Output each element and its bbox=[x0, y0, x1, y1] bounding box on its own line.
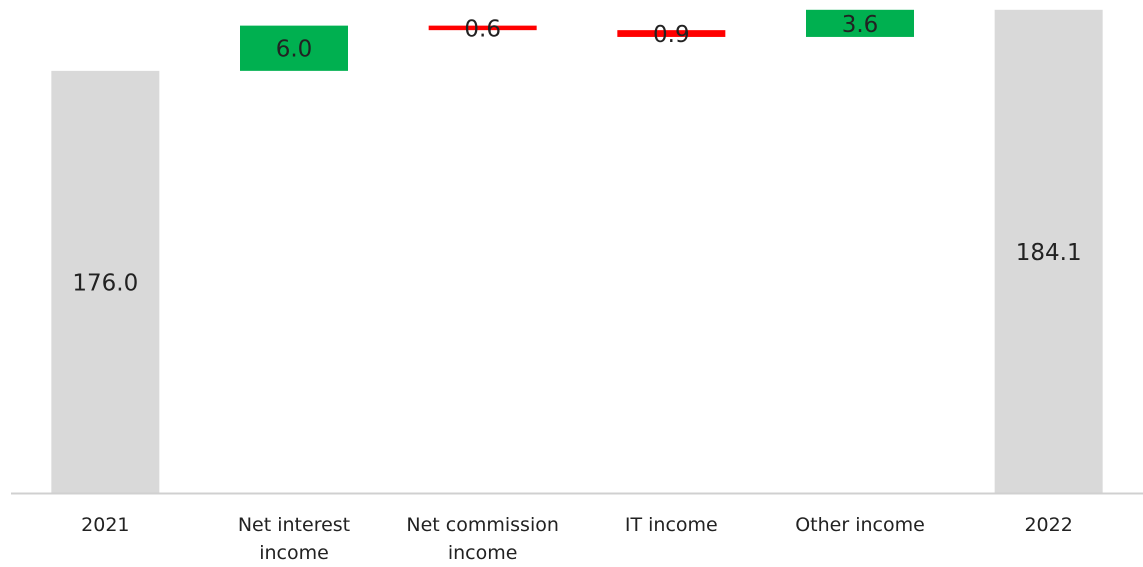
bar bbox=[806, 9, 914, 37]
data-label: 3.6 bbox=[842, 12, 879, 38]
x-tick-label: Net commission income bbox=[406, 514, 559, 564]
x-tick-label: 2021 bbox=[81, 514, 130, 536]
x-tick-label: Net interest income bbox=[237, 514, 351, 564]
bar bbox=[428, 25, 537, 31]
data-label: 0.6 bbox=[464, 16, 501, 42]
bar bbox=[617, 30, 726, 37]
x-tick-label: Other income bbox=[795, 514, 925, 536]
data-label: 184.1 bbox=[1016, 240, 1082, 266]
x-tick-label: 2022 bbox=[1024, 514, 1073, 536]
bar bbox=[994, 9, 1103, 494]
bar bbox=[51, 70, 160, 494]
x-tick-label: IT income bbox=[624, 514, 718, 536]
data-label: 176.0 bbox=[72, 270, 138, 296]
data-label: 0.9 bbox=[653, 22, 690, 48]
data-label: 6.0 bbox=[276, 37, 313, 63]
bar bbox=[240, 25, 348, 71]
